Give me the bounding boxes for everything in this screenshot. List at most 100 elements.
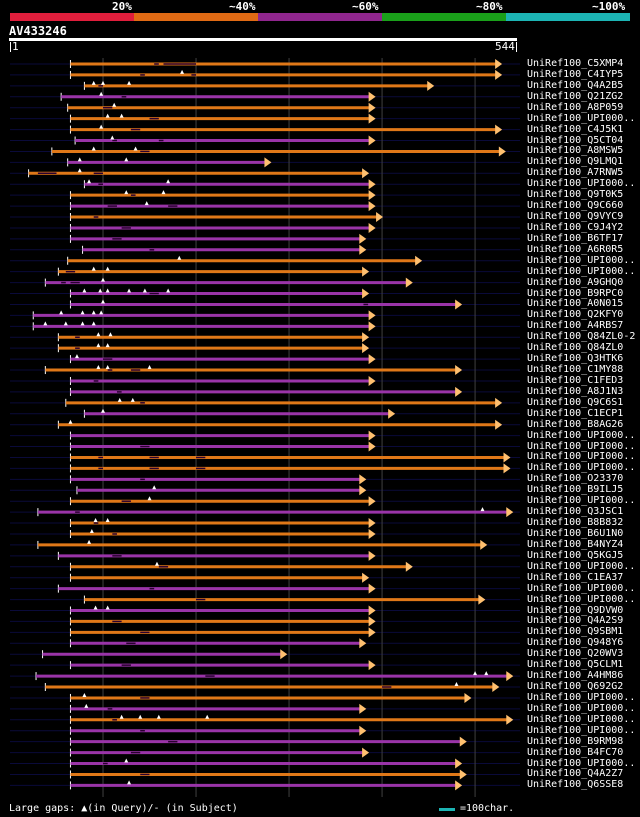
hit-arrow [368,496,376,507]
hit-label[interactable]: UniRef100_C1FED3 [527,374,624,386]
hit-arrow [359,244,367,255]
hit-label[interactable]: UniRef100_Q2KFY0 [527,309,624,321]
hit-label[interactable]: UniRef100_A9GHQ0 [527,276,624,288]
hit-arrow [478,594,486,605]
hit-label[interactable]: UniRef100_A8MSW5 [527,145,624,157]
query-gap-mark [105,343,110,348]
hit-label[interactable]: UniRef100_A4RBS7 [527,320,624,332]
hit-label[interactable]: UniRef100_UPI000.. [527,702,636,714]
hit-label[interactable]: UniRef100_B4NYZ4 [527,538,624,550]
hit-label[interactable]: UniRef100_A8J1N3 [527,385,624,397]
hit-arrow [368,179,376,190]
hit-label[interactable]: UniRef100_Q9LMQ1 [527,156,624,168]
hit-label[interactable]: UniRef100_Q20WV3 [527,648,624,660]
query-gap-mark [105,518,110,523]
hit-label[interactable]: UniRef100_A8P059 [527,101,624,113]
hit-arrow [368,113,376,124]
hit-label[interactable]: UniRef100_B6U1N0 [527,527,624,539]
hit-label[interactable]: UniRef100_UPI000.. [527,254,636,266]
hit-label[interactable]: UniRef100_UPI000.. [527,440,636,452]
query-gap-mark [89,528,94,533]
scale-segment-80 [382,13,506,21]
query-gap-mark [93,605,98,610]
hit-label[interactable]: UniRef100_C1ECP1 [527,407,624,419]
hit-label[interactable]: UniRef100_UPI000.. [527,495,636,507]
hit-label[interactable]: UniRef100_UPI000.. [527,178,636,190]
hit-label[interactable]: UniRef100_Q21ZG2 [527,90,624,102]
hit-label[interactable]: UniRef100_UPI000.. [527,429,636,441]
hit-label[interactable]: UniRef100_B6TF17 [527,232,624,244]
hit-arrow [495,124,503,135]
query-gap-mark [124,758,129,763]
hit-label[interactable]: UniRef100_B8B832 [527,517,624,529]
hit-label[interactable]: UniRef100_B8AG26 [527,418,624,430]
hit-label[interactable]: UniRef100_UPI000.. [527,713,636,725]
query-gap-mark [91,310,96,315]
hit-label[interactable]: UniRef100_C4IYP5 [527,68,624,80]
hit-label[interactable]: UniRef100_C9J4Y2 [527,221,624,233]
hit-label[interactable]: UniRef100_B4FC70 [527,746,624,758]
hit-label[interactable]: UniRef100_UPI000.. [527,265,636,277]
hit-label[interactable]: UniRef100_Q84ZL0-2 [527,331,636,343]
hit-label[interactable]: UniRef100_UPI000.. [527,582,636,594]
hit-label[interactable]: UniRef100_UPI000.. [527,560,636,572]
hit-label[interactable]: UniRef100_Q4A2Z7 [527,768,624,780]
hit-label[interactable]: UniRef100_Q5KGJ5 [527,549,624,561]
hit-label[interactable]: UniRef100_Q3HTK6 [527,353,624,365]
query-gap-mark [105,266,110,271]
hit-label[interactable]: UniRef100_Q9T0K5 [527,189,624,201]
hit-label[interactable]: UniRef100_UPI000.. [527,757,636,769]
query-gap-mark [91,80,96,85]
hit-label[interactable]: UniRef100_A7RNW5 [527,167,624,179]
query-gap-mark [130,397,135,402]
percent-label-20: 20% [112,0,132,13]
hit-arrow [362,747,370,758]
hit-label[interactable]: UniRef100_B9RPC0 [527,287,624,299]
hit-label[interactable]: UniRef100_Q4A2B5 [527,79,624,91]
hit-arrow [368,583,376,594]
hit-label[interactable]: UniRef100_Q84ZL0 [527,342,624,354]
hit-label[interactable]: UniRef100_A4HM86 [527,670,624,682]
hit-label[interactable]: UniRef100_B9ILJ5 [527,484,624,496]
hit-label[interactable]: UniRef100_Q9SBM1 [527,626,624,638]
query-gap-mark [96,343,101,348]
hit-label[interactable]: UniRef100_Q6SSE8 [527,779,624,791]
legend: Large gaps: ▲(in Query)/- (in Subject) [9,803,238,815]
hit-label[interactable]: UniRef100_Q9C6S1 [527,396,624,408]
hit-arrow [427,80,435,91]
hit-label[interactable]: UniRef100_UPI000.. [527,593,636,605]
hit-label[interactable]: UniRef100_C4J5K1 [527,123,624,135]
hit-label[interactable]: UniRef100_Q9VYC9 [527,211,624,223]
hit-label[interactable]: UniRef100_UPI000.. [527,724,636,736]
hit-label[interactable]: UniRef100_Q948Y6 [527,637,624,649]
hit-arrow [455,386,463,397]
hit-label[interactable]: UniRef100_Q692G2 [527,681,624,692]
query-gap-mark [484,671,489,676]
hit-label[interactable]: UniRef100_C1MY88 [527,364,624,376]
legend-subject-gap-text: (in Subject) [159,803,238,814]
hit-label[interactable]: UniRef100_UPI000.. [527,451,636,463]
query-gap-mark [96,332,101,337]
hit-label[interactable]: UniRef100_Q9DVW0 [527,604,624,616]
hit-label[interactable]: UniRef100_A0N015 [527,298,624,310]
hit-label[interactable]: UniRef100_UPI000.. [527,462,636,474]
hit-label[interactable]: UniRef100_C1EA37 [527,571,624,583]
query-gap-mark [177,255,182,260]
query-start-label: 1 [12,40,19,53]
hit-label[interactable]: UniRef100_UPI000.. [527,691,636,703]
hit-label[interactable]: UniRef100_Q3JSC1 [527,506,624,518]
hit-label[interactable]: UniRef100_O23370 [527,473,624,485]
query-gap-mark [91,266,96,271]
hit-label[interactable]: UniRef100_Q4A2S9 [527,615,624,627]
hit-label[interactable]: UniRef100_UPI000.. [527,112,636,124]
hit-label[interactable]: UniRef100_Q9C660 [527,200,624,212]
hit-arrow [368,222,376,233]
hit-label[interactable]: UniRef100_Q5CLM1 [527,659,624,671]
hit-label[interactable]: UniRef100_C5XMP4 [527,58,624,69]
hit-label[interactable]: UniRef100_Q5CT04 [527,134,624,146]
query-gap-mark [180,69,185,74]
hit-label[interactable]: UniRef100_B9RM98 [527,735,624,747]
hit-label[interactable]: UniRef100_A6R0R5 [527,243,624,255]
query-gap-mark [99,310,104,315]
